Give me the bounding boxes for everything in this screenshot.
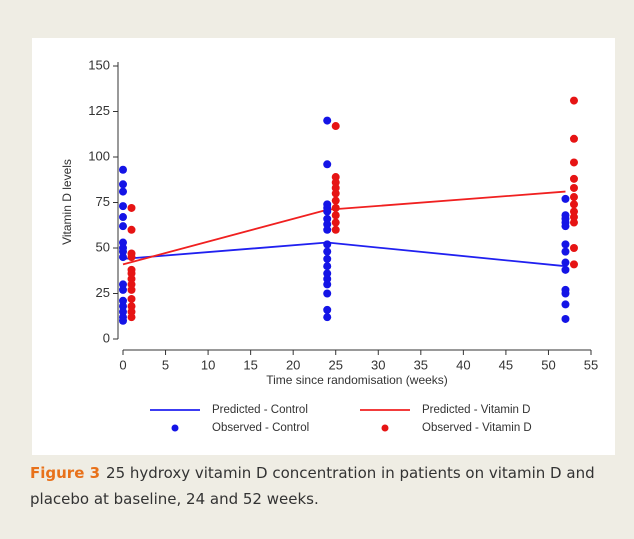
x-tick-label: 30 [371, 357, 385, 372]
point [127, 285, 136, 294]
y-tick-label: 25 [96, 285, 110, 300]
point [323, 207, 332, 216]
point [323, 280, 332, 289]
point [119, 180, 127, 189]
point [561, 289, 570, 298]
point [561, 222, 570, 231]
point [569, 244, 578, 252]
point [119, 165, 127, 174]
point [119, 285, 127, 294]
point [119, 213, 127, 222]
point [119, 187, 127, 196]
x-tick-label: 25 [328, 357, 342, 372]
caption: Figure 3 25 hydroxy vitamin D concentrati… [30, 460, 610, 512]
point [569, 134, 578, 143]
point [127, 313, 136, 322]
point [323, 225, 332, 234]
point [127, 294, 136, 303]
point [561, 314, 570, 323]
point [323, 160, 332, 169]
point [569, 183, 578, 192]
point [119, 202, 127, 211]
point [323, 240, 332, 249]
legend-label: Predicted - Control [212, 404, 308, 416]
point [331, 218, 340, 227]
point [323, 313, 332, 322]
point [331, 189, 340, 198]
y-axis-title: Vitamin D levels [60, 159, 74, 245]
point [569, 260, 578, 269]
x-tick-label: 35 [414, 357, 428, 372]
caption-label: Figure 3 [30, 464, 101, 482]
point [569, 200, 578, 209]
point [323, 116, 332, 125]
point [331, 225, 340, 234]
point [561, 265, 570, 274]
point [323, 247, 332, 256]
y-tick-label: 0 [103, 330, 110, 345]
y-tick-label: 150 [88, 57, 110, 72]
x-tick-label: 10 [201, 357, 215, 372]
legend-swatch [381, 424, 389, 432]
point [569, 193, 578, 202]
point [323, 289, 332, 298]
point [561, 194, 570, 203]
point [323, 305, 332, 314]
point [323, 262, 332, 271]
point [331, 196, 340, 205]
x-tick-label: 5 [162, 357, 169, 372]
y-tick-label: 125 [88, 103, 110, 118]
point [561, 240, 570, 249]
x-tick-label: 15 [243, 357, 257, 372]
y-tick-label: 100 [88, 148, 110, 163]
point [561, 300, 570, 309]
legend-label: Observed - Vitamin D [422, 422, 532, 434]
y-tick-label: 75 [96, 194, 110, 209]
chart: Vitamin D levels Time since randomisatio… [32, 38, 615, 455]
point [569, 174, 578, 183]
point [331, 203, 340, 212]
point [119, 222, 127, 231]
legend-label: Observed - Control [212, 422, 309, 434]
point [127, 203, 136, 212]
x-tick-label: 0 [119, 357, 126, 372]
point [127, 253, 136, 262]
point [323, 254, 332, 263]
x-tick-label: 45 [499, 357, 513, 372]
x-tick-label: 20 [286, 357, 300, 372]
point [119, 316, 127, 325]
x-axis-title: Time since randomisation (weeks) [266, 373, 448, 387]
point [561, 258, 570, 267]
x-tick-label: 50 [541, 357, 555, 372]
legend-label: Predicted - Vitamin D [422, 404, 530, 416]
chart-panel [32, 38, 615, 455]
caption-text: 25 hydroxy vitamin D concentration in pa… [30, 464, 595, 508]
point [119, 253, 127, 262]
legend-swatch [171, 424, 179, 432]
point [127, 225, 136, 234]
point [331, 211, 340, 220]
point [561, 247, 570, 256]
x-tick-label: 55 [584, 357, 598, 372]
y-tick-label: 50 [96, 239, 110, 254]
point [569, 218, 578, 227]
point [331, 122, 340, 131]
x-tick-label: 40 [456, 357, 470, 372]
point [569, 158, 578, 167]
point [569, 96, 578, 105]
